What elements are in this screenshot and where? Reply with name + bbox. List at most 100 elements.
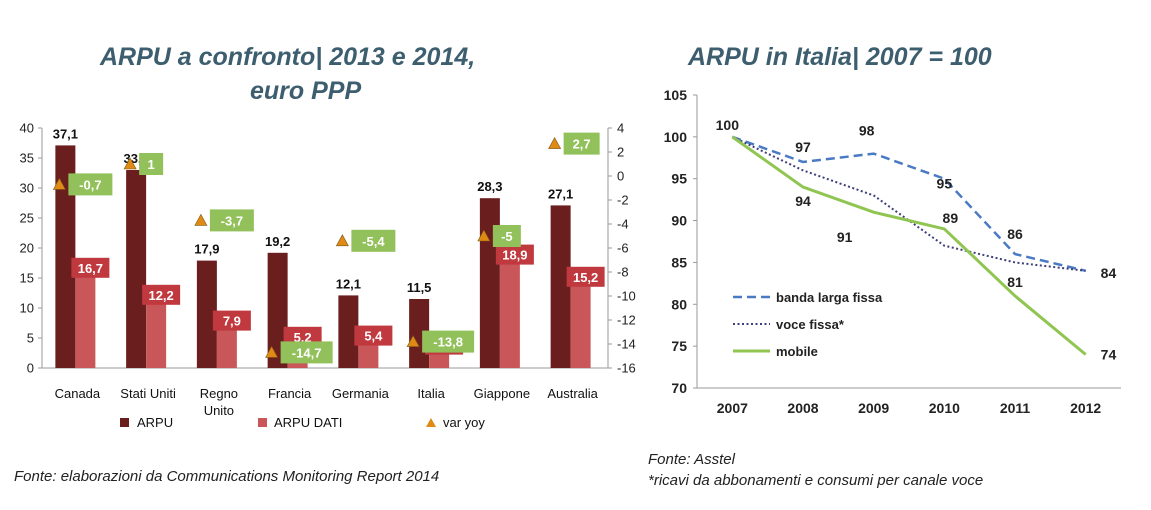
data-label: 98 — [859, 123, 875, 139]
data-label: 97 — [795, 139, 811, 155]
legend-var-yoy-label: var yoy — [443, 415, 485, 430]
arpu-value-label: 37,1 — [53, 126, 78, 141]
series-line — [731, 135, 1086, 272]
y2-tick-label: 2 — [617, 145, 624, 160]
legend-arpu-dati-swatch — [258, 418, 267, 427]
arpu-value-label: 11,5 — [407, 280, 432, 295]
var-yoy-label-box — [422, 330, 475, 353]
y2-tick-label: -8 — [617, 265, 629, 280]
legend-label: mobile — [776, 344, 818, 359]
y-tick-label: 40 — [20, 121, 34, 136]
category-label: Australia — [547, 386, 598, 401]
left-chart-title-line1: ARPU a confronto| 2013 e 2014, — [100, 43, 476, 71]
arpu-dati-label-box — [71, 257, 110, 278]
legend-label: banda larga fissa — [776, 290, 883, 305]
arpu-italia-chart: 70 75 80 85 90 95 100 105 2007 2008 2009 2010 2011 20… — [664, 87, 1121, 416]
data-label: 81 — [1007, 274, 1023, 290]
y-tick-label: 95 — [671, 171, 687, 187]
right-chart-footnote: *ricavi da abbonamenti e consumi per can… — [648, 472, 984, 489]
y-tick-label: 100 — [664, 129, 688, 145]
y-tick-label: 20 — [20, 241, 34, 256]
legend-arpu-swatch — [120, 418, 129, 427]
var-yoy-label-box — [139, 153, 164, 175]
arpu-dati-label-box — [142, 284, 181, 305]
y-tick-label: 30 — [20, 181, 34, 196]
arpu-dati-value-label: 5,2 — [294, 330, 312, 345]
arpu-dati-value-label: 15,2 — [573, 270, 598, 285]
data-label: 84 — [1101, 265, 1117, 281]
category-label: Unito — [204, 403, 234, 418]
arpu-dati-bar — [216, 320, 237, 368]
series-line — [731, 135, 1086, 273]
y-tick-label: 70 — [671, 380, 687, 396]
var-yoy-value-label: -5,4 — [362, 234, 385, 249]
y2-tick-label: -12 — [617, 313, 636, 328]
var-yoy-marker — [406, 334, 420, 347]
arpu-dati-bar — [570, 276, 591, 368]
y-tick-label: 35 — [20, 151, 34, 166]
var-yoy-marker — [548, 136, 562, 149]
arpu-value-label: 27,1 — [548, 186, 573, 201]
var-yoy-value-label: -5 — [501, 229, 513, 244]
left-chart-source: Fonte: elaborazioni da Communications Mo… — [14, 468, 440, 485]
arpu-dati-bar — [499, 254, 520, 368]
var-yoy-label-box — [68, 173, 113, 196]
y-tick-label: 0 — [27, 361, 34, 376]
y2-tick-label: -6 — [617, 241, 629, 256]
x-tick-label: 2012 — [1070, 400, 1101, 416]
data-label: 100 — [716, 117, 740, 133]
y-tick-label: 85 — [671, 254, 687, 270]
category-label: Francia — [268, 386, 312, 401]
arpu-dati-value-label: 16,7 — [78, 261, 103, 276]
arpu-value-label: 28,3 — [477, 179, 502, 194]
var-yoy-marker — [194, 213, 208, 226]
var-yoy-label-box — [209, 209, 254, 232]
y-tick-label: 15 — [20, 271, 34, 286]
x-tick-label: 2009 — [858, 400, 889, 416]
var-yoy-marker — [123, 157, 137, 170]
y2-tick-label: 4 — [617, 121, 624, 136]
series-line — [731, 135, 1087, 356]
arpu-dati-value-label: 12,2 — [148, 288, 173, 303]
arpu-bar — [479, 198, 500, 368]
y2-tick-label: -4 — [617, 217, 629, 232]
arpu-dati-label-box — [566, 266, 605, 287]
var-yoy-marker — [335, 234, 349, 247]
arpu-bar — [55, 145, 76, 368]
var-yoy-marker — [265, 345, 279, 358]
arpu-value-label: 17,9 — [194, 242, 219, 257]
x-tick-label: 2010 — [929, 400, 960, 416]
arpu-bar — [550, 205, 571, 368]
var-yoy-value-label: -13,8 — [433, 335, 463, 350]
legend-arpu-dati-label: ARPU DATI — [274, 415, 342, 430]
var-yoy-value-label: 2,7 — [573, 137, 591, 152]
arpu-dati-value-label: 18,9 — [502, 248, 527, 263]
data-label: 91 — [837, 229, 853, 245]
arpu-bar — [267, 252, 288, 368]
y2-tick-label: -14 — [617, 337, 636, 352]
category-label: Canada — [55, 386, 101, 401]
legend-label: voce fissa* — [776, 317, 845, 332]
y2-tick-label: -10 — [617, 289, 636, 304]
category-label: Stati Uniti — [120, 386, 176, 401]
y-tick-label: 75 — [671, 338, 687, 354]
y-tick-label: 10 — [20, 301, 34, 316]
arpu-dati-value-label: 7,9 — [223, 314, 241, 329]
legend-arpu-label: ARPU — [137, 415, 173, 430]
y2-tick-label: -2 — [617, 193, 629, 208]
arpu-dati-bar — [75, 267, 96, 368]
category-label: Giappone — [474, 386, 530, 401]
var-yoy-label-box — [563, 132, 600, 155]
category-label: Regno — [200, 386, 238, 401]
var-yoy-value-label: 1 — [148, 157, 155, 172]
y-tick-label: 90 — [671, 213, 687, 229]
y-tick-label: 80 — [671, 296, 687, 312]
left-chart-title-line2: euro PPP — [250, 77, 362, 105]
arpu-dati-label-box — [495, 244, 534, 265]
arpu-dati-value-label: 5,4 — [364, 329, 383, 344]
var-yoy-label-box — [351, 229, 396, 252]
arpu-dati-bar — [146, 294, 167, 368]
arpu-dati-label-box — [212, 310, 251, 331]
category-label: Italia — [417, 386, 445, 401]
